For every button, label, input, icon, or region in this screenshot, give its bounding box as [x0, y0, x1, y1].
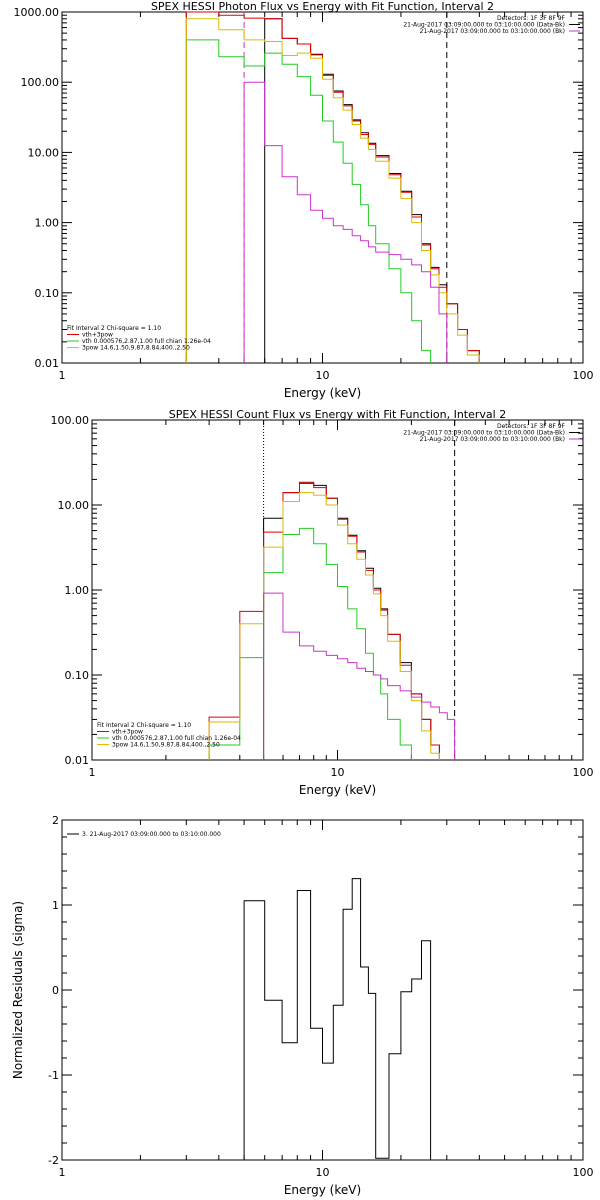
legend-left-text: vth+3pow [112, 729, 143, 736]
y-tick-label: -1 [48, 1069, 59, 1082]
x-tick-label: 1 [59, 369, 66, 382]
x-tick-label: 1 [89, 766, 96, 779]
plot-frame [61, 819, 584, 1161]
x-tick-label: 1 [59, 1166, 66, 1179]
legend-right-text: 21-Aug-2017 03:09:00.000 to 03:10:00.000… [403, 22, 565, 29]
y-tick-label: 100.00 [51, 414, 90, 427]
y-tick-label: 100.00 [21, 76, 60, 89]
series-line-3 [185, 39, 432, 363]
legend-left-text: vth 0.000576,2.87,1.00 full chian 1.26e-… [82, 338, 211, 345]
x-axis-label: Energy (keV) [299, 783, 376, 797]
x-axis-label: Energy (keV) [284, 386, 361, 400]
chart-title: SPEX HESSI Count Flux vs Energy with Fit… [169, 408, 506, 421]
x-axis-label: Energy (keV) [284, 1183, 361, 1197]
y-tick-label: 1000.00 [14, 6, 60, 19]
legend-left-text: Fit Interval 2 Chi-square = 1.10 [67, 325, 161, 332]
legend-right-text: 21-Aug-2017 03:09:00.000 to 03:10:00.000… [403, 430, 565, 437]
chart-title: SPEX HESSI Photon Flux vs Energy with Fi… [151, 0, 494, 13]
y-tick-label: -2 [48, 1154, 59, 1167]
series-line-5 [263, 592, 456, 760]
y-tick-label: 0.10 [65, 669, 90, 682]
legend-left-text: vth 0.000576,2.87,1.00 full chian 1.26e-… [112, 735, 241, 742]
y-tick-label: 1 [52, 899, 59, 912]
series-line-2 [185, 11, 480, 363]
y-tick-label: 10.00 [58, 499, 90, 512]
x-tick-label: 100 [573, 766, 594, 779]
legend-right-text: Detectors: 1F 3F 8F 9F [497, 15, 566, 22]
legend-right-text: 21-Aug-2017 03:09:00.000 to 03:10:00.000… [420, 436, 565, 443]
chart-1 [61, 11, 584, 364]
x-tick-label: 100 [573, 1166, 594, 1179]
legend-left-text: Fit Interval 2 Chi-square = 1.10 [97, 722, 191, 729]
legend-left-text: 3. 21-Aug-2017 03:09:00.000 to 03:10:00.… [82, 831, 221, 838]
plot-frame [91, 419, 584, 761]
y-tick-label: 2 [52, 814, 59, 827]
y-tick-label: 0 [52, 984, 59, 997]
y-tick-label: 1.00 [65, 584, 90, 597]
series-line-4 [208, 492, 440, 760]
y-tick-label: 0.01 [65, 754, 90, 767]
y-tick-label: 1.00 [35, 217, 60, 230]
legend-left-text: 3pow 14.6,1.50,9.87,8.84,400.,2.50 [112, 742, 220, 749]
y-tick-label: 0.01 [35, 357, 60, 370]
series-line-1 [243, 878, 432, 1160]
x-tick-label: 100 [573, 369, 594, 382]
legend-right-text: 21-Aug-2017 03:09:00.000 to 03:10:00.000… [420, 28, 565, 35]
legend-left-text: vth+3pow [82, 332, 113, 339]
x-tick-label: 10 [316, 1166, 330, 1179]
y-axis-label: Normalized Residuals (sigma) [11, 901, 25, 1079]
series-line-3 [208, 527, 412, 760]
y-tick-label: 0.10 [35, 287, 60, 300]
series-line-4 [185, 18, 480, 363]
series-line-1 [263, 482, 440, 760]
chart-3 [61, 819, 584, 1161]
legend-left-text: 3pow 14.6,1.50,9.87,8.84,400.,2.50 [82, 345, 190, 352]
y-tick-label: 10.00 [28, 146, 60, 159]
chart-2 [91, 419, 584, 761]
x-tick-label: 10 [316, 369, 330, 382]
series-line-5 [243, 81, 448, 363]
series-line-2 [208, 481, 440, 760]
x-tick-label: 10 [331, 766, 345, 779]
legend-right-text: Detectors: 1F 3F 8F 9F [497, 423, 566, 430]
